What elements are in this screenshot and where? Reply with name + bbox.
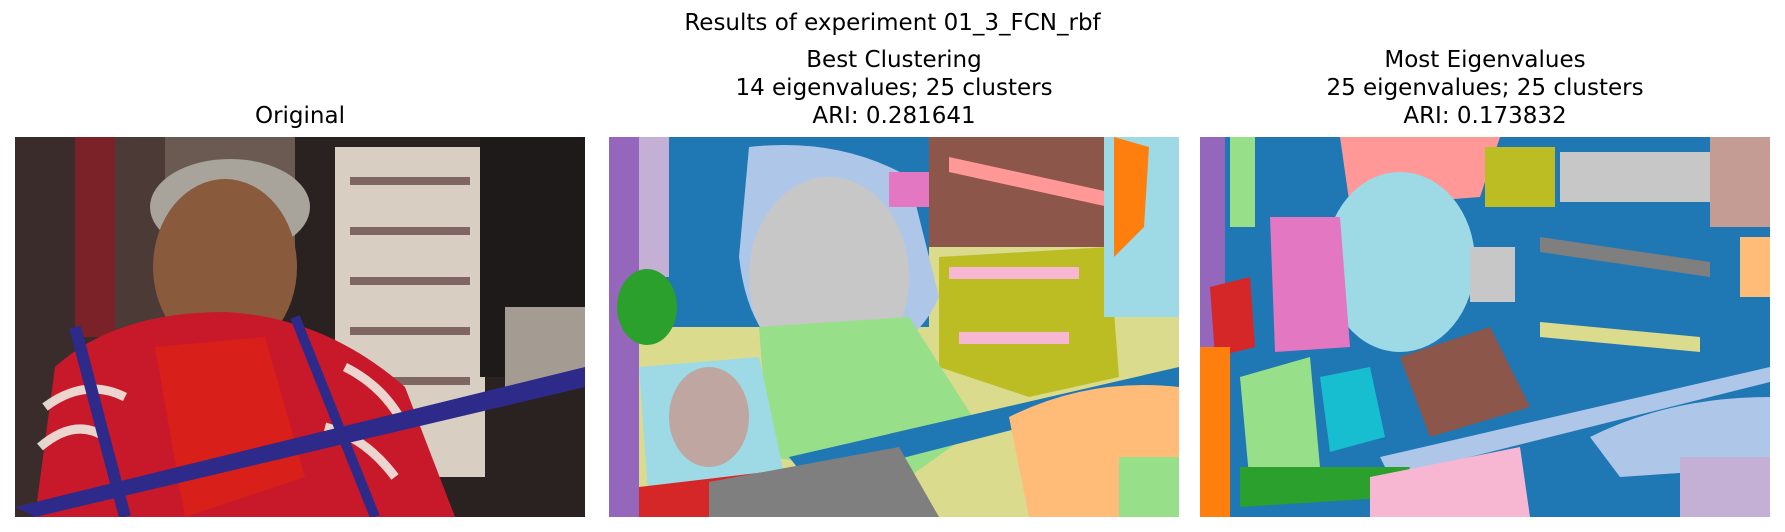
panel-title-line: Most Eigenvalues: [1384, 47, 1586, 73]
panel-title-line: Original: [254, 103, 345, 129]
panel-title: Best Clustering 14 eigenvalues; 25 clust…: [609, 46, 1179, 130]
best-clustering-segmentation: [609, 137, 1179, 517]
panel-title-line: ARI: 0.173832: [1403, 103, 1567, 129]
most-eigenvalues-segmentation: [1200, 137, 1770, 517]
figure-suptitle: Results of experiment 01_3_FCN_rbf: [684, 10, 1101, 36]
panel-title-line: ARI: 0.281641: [812, 103, 976, 129]
panel-title-line: 14 eigenvalues; 25 clusters: [735, 75, 1053, 101]
panel-most-eigenvalues: Most Eigenvalues 25 eigenvalues; 25 clus…: [1200, 0, 1770, 532]
panel-title: Original: [15, 102, 585, 130]
panel-title-line: 25 eigenvalues; 25 clusters: [1326, 75, 1644, 101]
panel-title: Most Eigenvalues 25 eigenvalues; 25 clus…: [1200, 46, 1770, 130]
panel-best-clustering: Best Clustering 14 eigenvalues; 25 clust…: [609, 0, 1179, 532]
original-photo: [15, 137, 585, 517]
panel-title-line: Best Clustering: [806, 47, 982, 73]
panel-original: Original: [15, 0, 585, 532]
